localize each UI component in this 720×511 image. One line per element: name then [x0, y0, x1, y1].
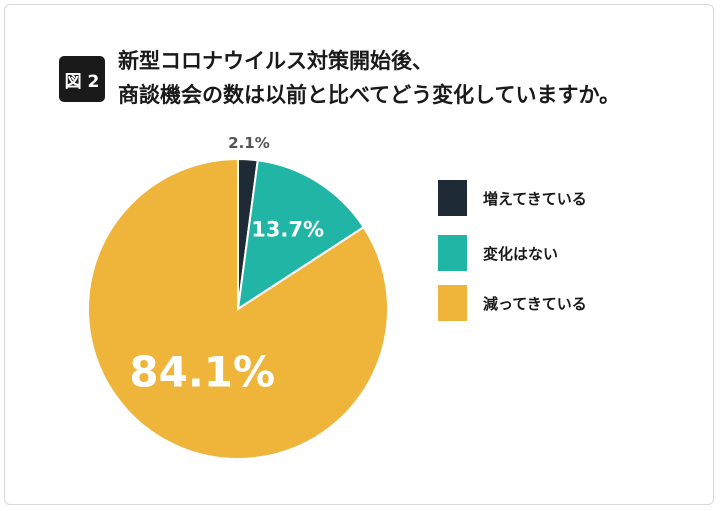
slice-decreasing — [87, 157, 389, 460]
data-label-no-change: 13.7% — [251, 217, 324, 241]
figure-number-badge: 図 2 — [59, 56, 105, 102]
legend-item-no-change: 変化はない — [438, 235, 558, 271]
chart-title-line-2: 商談機会の数は以前と比べてどう変化していますか。 — [118, 83, 621, 107]
legend-swatch — [438, 285, 467, 321]
slice-no-change — [236, 159, 366, 312]
legend-label: 増えてきている — [483, 189, 587, 208]
legend-label: 変化はない — [483, 244, 559, 263]
legend-item-increasing: 増えてきている — [438, 180, 587, 216]
figure-frame — [4, 4, 714, 505]
chart-title: 新型コロナウイルス対策開始後、 商談機会の数は以前と比べてどう変化していますか。 — [118, 44, 620, 112]
legend-swatch — [438, 180, 467, 216]
legend-item-decreasing: 減ってきている — [438, 285, 587, 321]
legend-swatch — [438, 235, 467, 271]
data-label-increasing: 2.1% — [228, 134, 270, 152]
legend-label: 減ってきている — [483, 294, 587, 313]
data-label-decreasing: 84.1% — [129, 347, 275, 396]
chart-title-line-1: 新型コロナウイルス対策開始後、 — [118, 49, 433, 73]
